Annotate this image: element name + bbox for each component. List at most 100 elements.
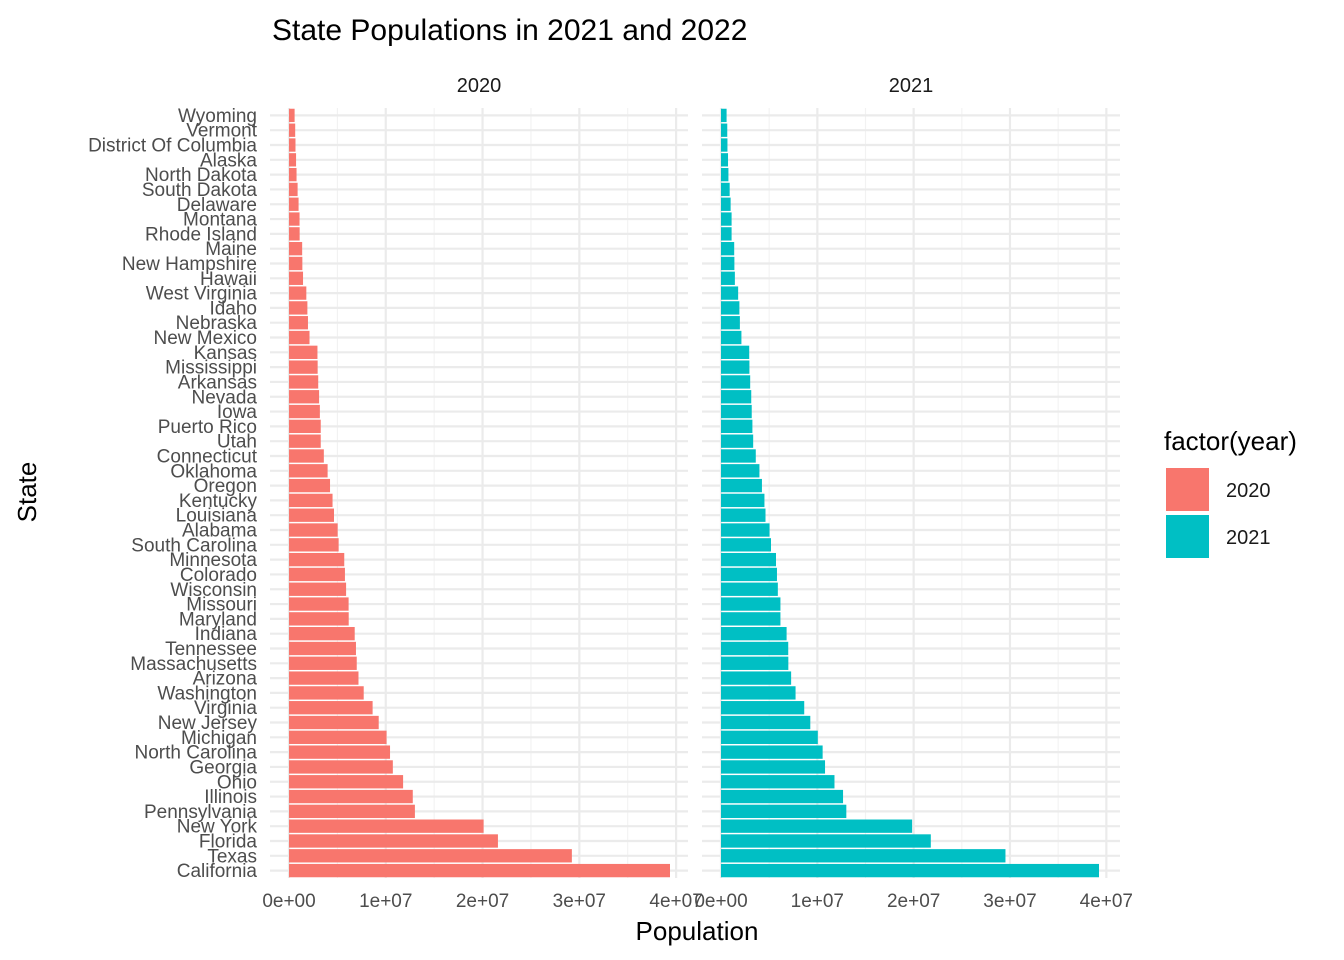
bar-2020-missouri <box>289 597 349 611</box>
facet-panel-2021: 2021 0e+00 1e+07 2e+07 3e+07 4e+07 <box>694 75 1133 912</box>
chart-title: State Populations in 2021 and 2022 <box>272 14 747 47</box>
bar-2020-kentucky <box>289 493 333 508</box>
bar-2020-nebraska <box>289 316 308 330</box>
legend-title: factor(year) <box>1164 426 1297 456</box>
bar-2021-texas <box>721 849 1006 863</box>
y-axis-title: State <box>12 462 42 523</box>
facet-strip-label: 2021 <box>889 75 934 97</box>
bar-2021-arizona <box>721 671 792 685</box>
bar-2020-mississippi <box>289 360 318 374</box>
bar-2020-nevada <box>289 390 320 404</box>
bar-2021-nevada <box>721 390 752 404</box>
x-tick-label: 0e+00 <box>694 891 747 912</box>
bar-2020-california <box>289 863 670 878</box>
y-tick-label: Oregon <box>194 476 257 497</box>
bar-2020-alabama <box>289 523 338 537</box>
bar-2020-colorado <box>289 567 345 582</box>
bar-2021-montana <box>721 212 732 226</box>
y-tick-label: Ohio <box>217 772 257 793</box>
bar-2020-arkansas <box>289 375 319 389</box>
y-tick-label: Mississippi <box>165 358 257 379</box>
bar-2020-new-jersey <box>289 715 379 730</box>
bar-2020-delaware <box>289 197 299 211</box>
bar-2020-minnesota <box>289 552 345 567</box>
bar-2020-ohio <box>289 775 404 789</box>
bar-2021-connecticut <box>721 449 756 463</box>
y-tick-label: Washington <box>157 683 257 704</box>
bar-2020-maryland <box>289 612 349 626</box>
y-tick-label: Hawaii <box>200 269 257 290</box>
bar-2020-vermont <box>289 123 296 137</box>
bar-2021-colorado <box>721 567 777 582</box>
y-tick-label: Alabama <box>182 521 257 542</box>
bar-2020-illinois <box>289 789 413 804</box>
bar-2020-wisconsin <box>289 582 347 596</box>
y-tick-label: California <box>177 861 258 882</box>
bar-2021-new-hampshire <box>721 256 735 271</box>
y-tick-label: Kentucky <box>179 491 258 512</box>
bar-2021-florida <box>721 834 931 848</box>
bar-2020-rhode-island <box>289 227 300 241</box>
bar-2021-alaska <box>721 153 729 167</box>
bar-2021-north-carolina <box>721 745 823 759</box>
y-tick-label: Oklahoma <box>170 461 257 482</box>
bar-2021-hawaii <box>721 271 735 285</box>
bar-2020-massachusetts <box>289 656 357 670</box>
bar-2021-utah <box>721 434 754 448</box>
y-tick-label: Michigan <box>181 728 257 749</box>
y-tick-label: North Carolina <box>135 743 258 764</box>
bar-2021-mississippi <box>721 360 750 374</box>
y-tick-label: Arkansas <box>178 372 257 393</box>
y-tick-label: Tennessee <box>165 639 257 660</box>
y-tick-label: Nevada <box>192 387 258 408</box>
y-tick-label: Virginia <box>194 698 257 719</box>
bar-2021-south-dakota <box>721 182 730 197</box>
bar-2020-washington <box>289 686 364 700</box>
y-tick-label: Maryland <box>179 609 257 630</box>
bar-2021-new-jersey <box>721 715 811 730</box>
y-tick-label: Arizona <box>193 669 258 690</box>
x-tick-label: 1e+07 <box>791 891 844 912</box>
bar-2021-delaware <box>721 197 731 211</box>
bar-2020-florida <box>289 834 498 848</box>
y-tick-label: Illinois <box>204 787 257 808</box>
y-tick-label: Rhode Island <box>145 224 257 245</box>
y-tick-label: Colorado <box>180 565 257 586</box>
bar-2021-arkansas <box>721 375 751 389</box>
bar-2021-ohio <box>721 775 835 789</box>
bar-2021-puerto-rico <box>721 419 753 434</box>
bar-2021-wisconsin <box>721 582 778 596</box>
bar-2020-louisiana <box>289 508 334 522</box>
bar-2021-alabama <box>721 523 770 537</box>
bar-2020-puerto-rico <box>289 419 321 434</box>
bar-2021-missouri <box>721 597 781 611</box>
y-tick-label: Wyoming <box>178 106 257 127</box>
bar-2020-idaho <box>289 301 308 315</box>
facet-panel-2020: 2020 0e+00 1e+07 2e+07 3e+07 4e+07 <box>262 75 702 912</box>
x-tick-label: 0e+00 <box>262 891 315 912</box>
bar-2021-nebraska <box>721 316 740 330</box>
bar-2021-west-virginia <box>721 286 739 300</box>
y-tick-label: South Dakota <box>142 180 258 201</box>
facet-panels: 2020 0e+00 1e+07 2e+07 3e+07 4e+07 2021 0e+00 1e… <box>262 75 1133 912</box>
y-tick-label: Georgia <box>189 757 257 778</box>
y-tick-label: Utah <box>217 432 257 453</box>
y-tick-label: Minnesota <box>169 550 257 571</box>
bar-2020-utah <box>289 434 321 448</box>
bar-2021-rhode-island <box>721 227 732 241</box>
y-tick-label: Puerto Rico <box>158 417 257 438</box>
bar-2020-north-carolina <box>289 745 391 759</box>
y-tick-label: Wisconsin <box>170 580 257 601</box>
y-tick-label: Delaware <box>177 195 257 216</box>
bar-2021-maryland <box>721 612 781 626</box>
bar-2020-maine <box>289 242 303 256</box>
y-tick-label: Connecticut <box>157 446 258 467</box>
y-tick-label: Vermont <box>186 121 257 142</box>
y-tick-label: Idaho <box>209 298 257 319</box>
bar-2021-kentucky <box>721 493 765 508</box>
bar-2020-new-mexico <box>289 330 310 345</box>
legend-label: 2021 <box>1226 527 1271 549</box>
bar-2021-district-of-columbia <box>721 138 728 152</box>
legend-key-2020 <box>1166 468 1209 511</box>
